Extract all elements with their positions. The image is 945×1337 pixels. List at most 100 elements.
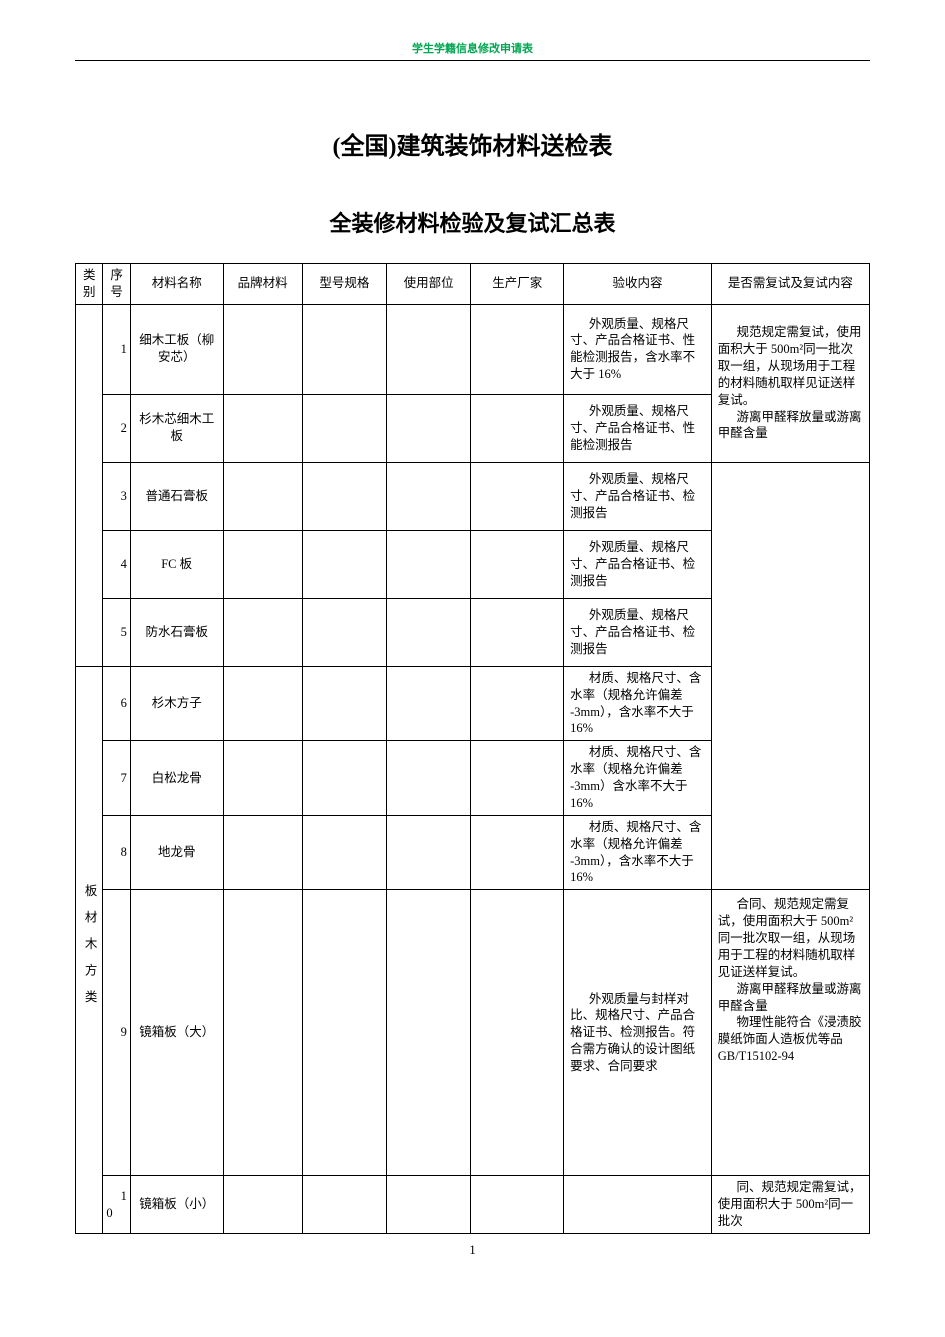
retest-cell: 规范规定需复试，使用面积大于 500m²同一批次取一组，从现场用于工程的材料随机… (711, 304, 869, 462)
brand-cell (223, 815, 302, 890)
materials-table: 类别 序号 材料名称 品牌材料 型号规格 使用部位 生产厂家 验收内容 是否需复… (75, 263, 870, 1234)
acceptance-cell: 外观质量、规格尺寸、产品合格证书、检测报告 (564, 462, 712, 530)
material-name-cell: 白松龙骨 (130, 741, 223, 816)
table-row: 3 普通石膏板 外观质量、规格尺寸、产品合格证书、检测报告 (76, 462, 870, 530)
model-cell (302, 815, 386, 890)
seq-cell: 8 (103, 815, 130, 890)
model-cell (302, 462, 386, 530)
material-name-cell: FC 板 (130, 530, 223, 598)
retest-text: 游离甲醛释放量或游离甲醛含量 (718, 409, 865, 443)
manufacturer-cell (471, 815, 564, 890)
retest-cell-empty (711, 462, 869, 890)
acceptance-cell: 材质、规格尺寸、含水率（规格允许偏差 -3mm），含水率不大于 16% (564, 666, 712, 741)
brand-cell (223, 598, 302, 666)
usage-cell (387, 394, 471, 462)
retest-cell: 同、规范规定需复试，使用面积大于 500m²同一批次 (711, 1176, 869, 1234)
col-header-model: 型号规格 (302, 264, 386, 305)
title-sub: 全装修材料检验及复试汇总表 (75, 206, 870, 238)
seq-digit: 1 (121, 1188, 127, 1205)
manufacturer-cell (471, 530, 564, 598)
seq-cell: 9 (103, 890, 130, 1176)
manufacturer-cell (471, 741, 564, 816)
brand-cell (223, 666, 302, 741)
table-row: 9 镜箱板（大） 外观质量与封样对比、规格尺寸、产品合格证书、检测报告。符合需方… (76, 890, 870, 1176)
brand-cell (223, 304, 302, 394)
model-cell (302, 741, 386, 816)
category-cell: 板材木方类 (76, 666, 103, 1233)
usage-cell (387, 666, 471, 741)
col-header-manufacturer: 生产厂家 (471, 264, 564, 305)
acceptance-cell: 外观质量、规格尺寸、产品合格证书、性能检测报告 (564, 394, 712, 462)
model-cell (302, 890, 386, 1176)
table-row: 1 细木工板（柳安芯） 外观质量、规格尺寸、产品合格证书、性能检测报告，含水率不… (76, 304, 870, 394)
seq-cell: 6 (103, 666, 130, 741)
usage-cell (387, 741, 471, 816)
material-name-cell: 镜箱板（小） (130, 1176, 223, 1234)
brand-cell (223, 741, 302, 816)
usage-cell (387, 1176, 471, 1234)
col-header-seq: 序号 (103, 264, 130, 305)
retest-text: 同、规范规定需复试，使用面积大于 500m²同一批次 (718, 1179, 865, 1230)
manufacturer-cell (471, 666, 564, 741)
page-header-text: 学生学籍信息修改申请表 (75, 40, 870, 56)
retest-text: 规范规定需复试，使用面积大于 500m²同一批次取一组，从现场用于工程的材料随机… (718, 324, 865, 408)
manufacturer-cell (471, 1176, 564, 1234)
material-name-cell: 杉木芯细木工板 (130, 394, 223, 462)
material-name-cell: 普通石膏板 (130, 462, 223, 530)
seq-cell: 2 (103, 394, 130, 462)
acceptance-cell: 外观质量、规格尺寸、产品合格证书、检测报告 (564, 530, 712, 598)
table-row: 1 0 镜箱板（小） 同、规范规定需复试，使用面积大于 500m²同一批次 (76, 1176, 870, 1234)
manufacturer-cell (471, 462, 564, 530)
usage-cell (387, 462, 471, 530)
retest-text: 合同、规范规定需复试，使用面积大于 500m²同一批次取一组，从现场用于工程的材… (718, 896, 865, 980)
retest-cell: 合同、规范规定需复试，使用面积大于 500m²同一批次取一组，从现场用于工程的材… (711, 890, 869, 1176)
manufacturer-cell (471, 598, 564, 666)
acceptance-cell: 外观质量、规格尺寸、产品合格证书、性能检测报告，含水率不大于 16% (564, 304, 712, 394)
model-cell (302, 598, 386, 666)
acceptance-cell: 外观质量与封样对比、规格尺寸、产品合格证书、检测报告。符合需方确认的设计图纸要求… (564, 890, 712, 1176)
manufacturer-cell (471, 890, 564, 1176)
material-name-cell: 地龙骨 (130, 815, 223, 890)
acceptance-cell: 材质、规格尺寸、含水率（规格允许偏差 -3mm），含水率不大于 16% (564, 815, 712, 890)
model-cell (302, 394, 386, 462)
acceptance-cell: 材质、规格尺寸、含水率（规格允许偏差 -3mm）含水率不大于 16% (564, 741, 712, 816)
brand-cell (223, 1176, 302, 1234)
seq-cell: 7 (103, 741, 130, 816)
usage-cell (387, 815, 471, 890)
material-name-cell: 细木工板（柳安芯） (130, 304, 223, 394)
model-cell (302, 1176, 386, 1234)
usage-cell (387, 598, 471, 666)
usage-cell (387, 304, 471, 394)
seq-cell: 5 (103, 598, 130, 666)
page-header-line (75, 60, 870, 61)
material-name-cell: 杉木方子 (130, 666, 223, 741)
seq-cell: 4 (103, 530, 130, 598)
acceptance-cell (564, 1176, 712, 1234)
model-cell (302, 530, 386, 598)
usage-cell (387, 890, 471, 1176)
retest-text: 物理性能符合《浸渍胶膜纸饰面人造板优等品 GB/T15102-94 (718, 1014, 865, 1065)
seq-cell: 1 0 (103, 1176, 130, 1234)
brand-cell (223, 530, 302, 598)
usage-cell (387, 530, 471, 598)
col-header-brand: 品牌材料 (223, 264, 302, 305)
col-header-name: 材料名称 (130, 264, 223, 305)
col-header-acceptance: 验收内容 (564, 264, 712, 305)
table-header-row: 类别 序号 材料名称 品牌材料 型号规格 使用部位 生产厂家 验收内容 是否需复… (76, 264, 870, 305)
seq-digit: 0 (106, 1206, 112, 1220)
seq-cell: 1 (103, 304, 130, 394)
title-main: (全国)建筑装饰材料送检表 (75, 126, 870, 161)
model-cell (302, 666, 386, 741)
brand-cell (223, 462, 302, 530)
acceptance-cell: 外观质量、规格尺寸、产品合格证书、检测报告 (564, 598, 712, 666)
brand-cell (223, 394, 302, 462)
material-name-cell: 镜箱板（大） (130, 890, 223, 1176)
category-cell-blank (76, 304, 103, 666)
col-header-retest: 是否需复试及复试内容 (711, 264, 869, 305)
col-header-category: 类别 (76, 264, 103, 305)
manufacturer-cell (471, 394, 564, 462)
retest-text: 游离甲醛释放量或游离甲醛含量 (718, 981, 865, 1015)
manufacturer-cell (471, 304, 564, 394)
model-cell (302, 304, 386, 394)
seq-cell: 3 (103, 462, 130, 530)
